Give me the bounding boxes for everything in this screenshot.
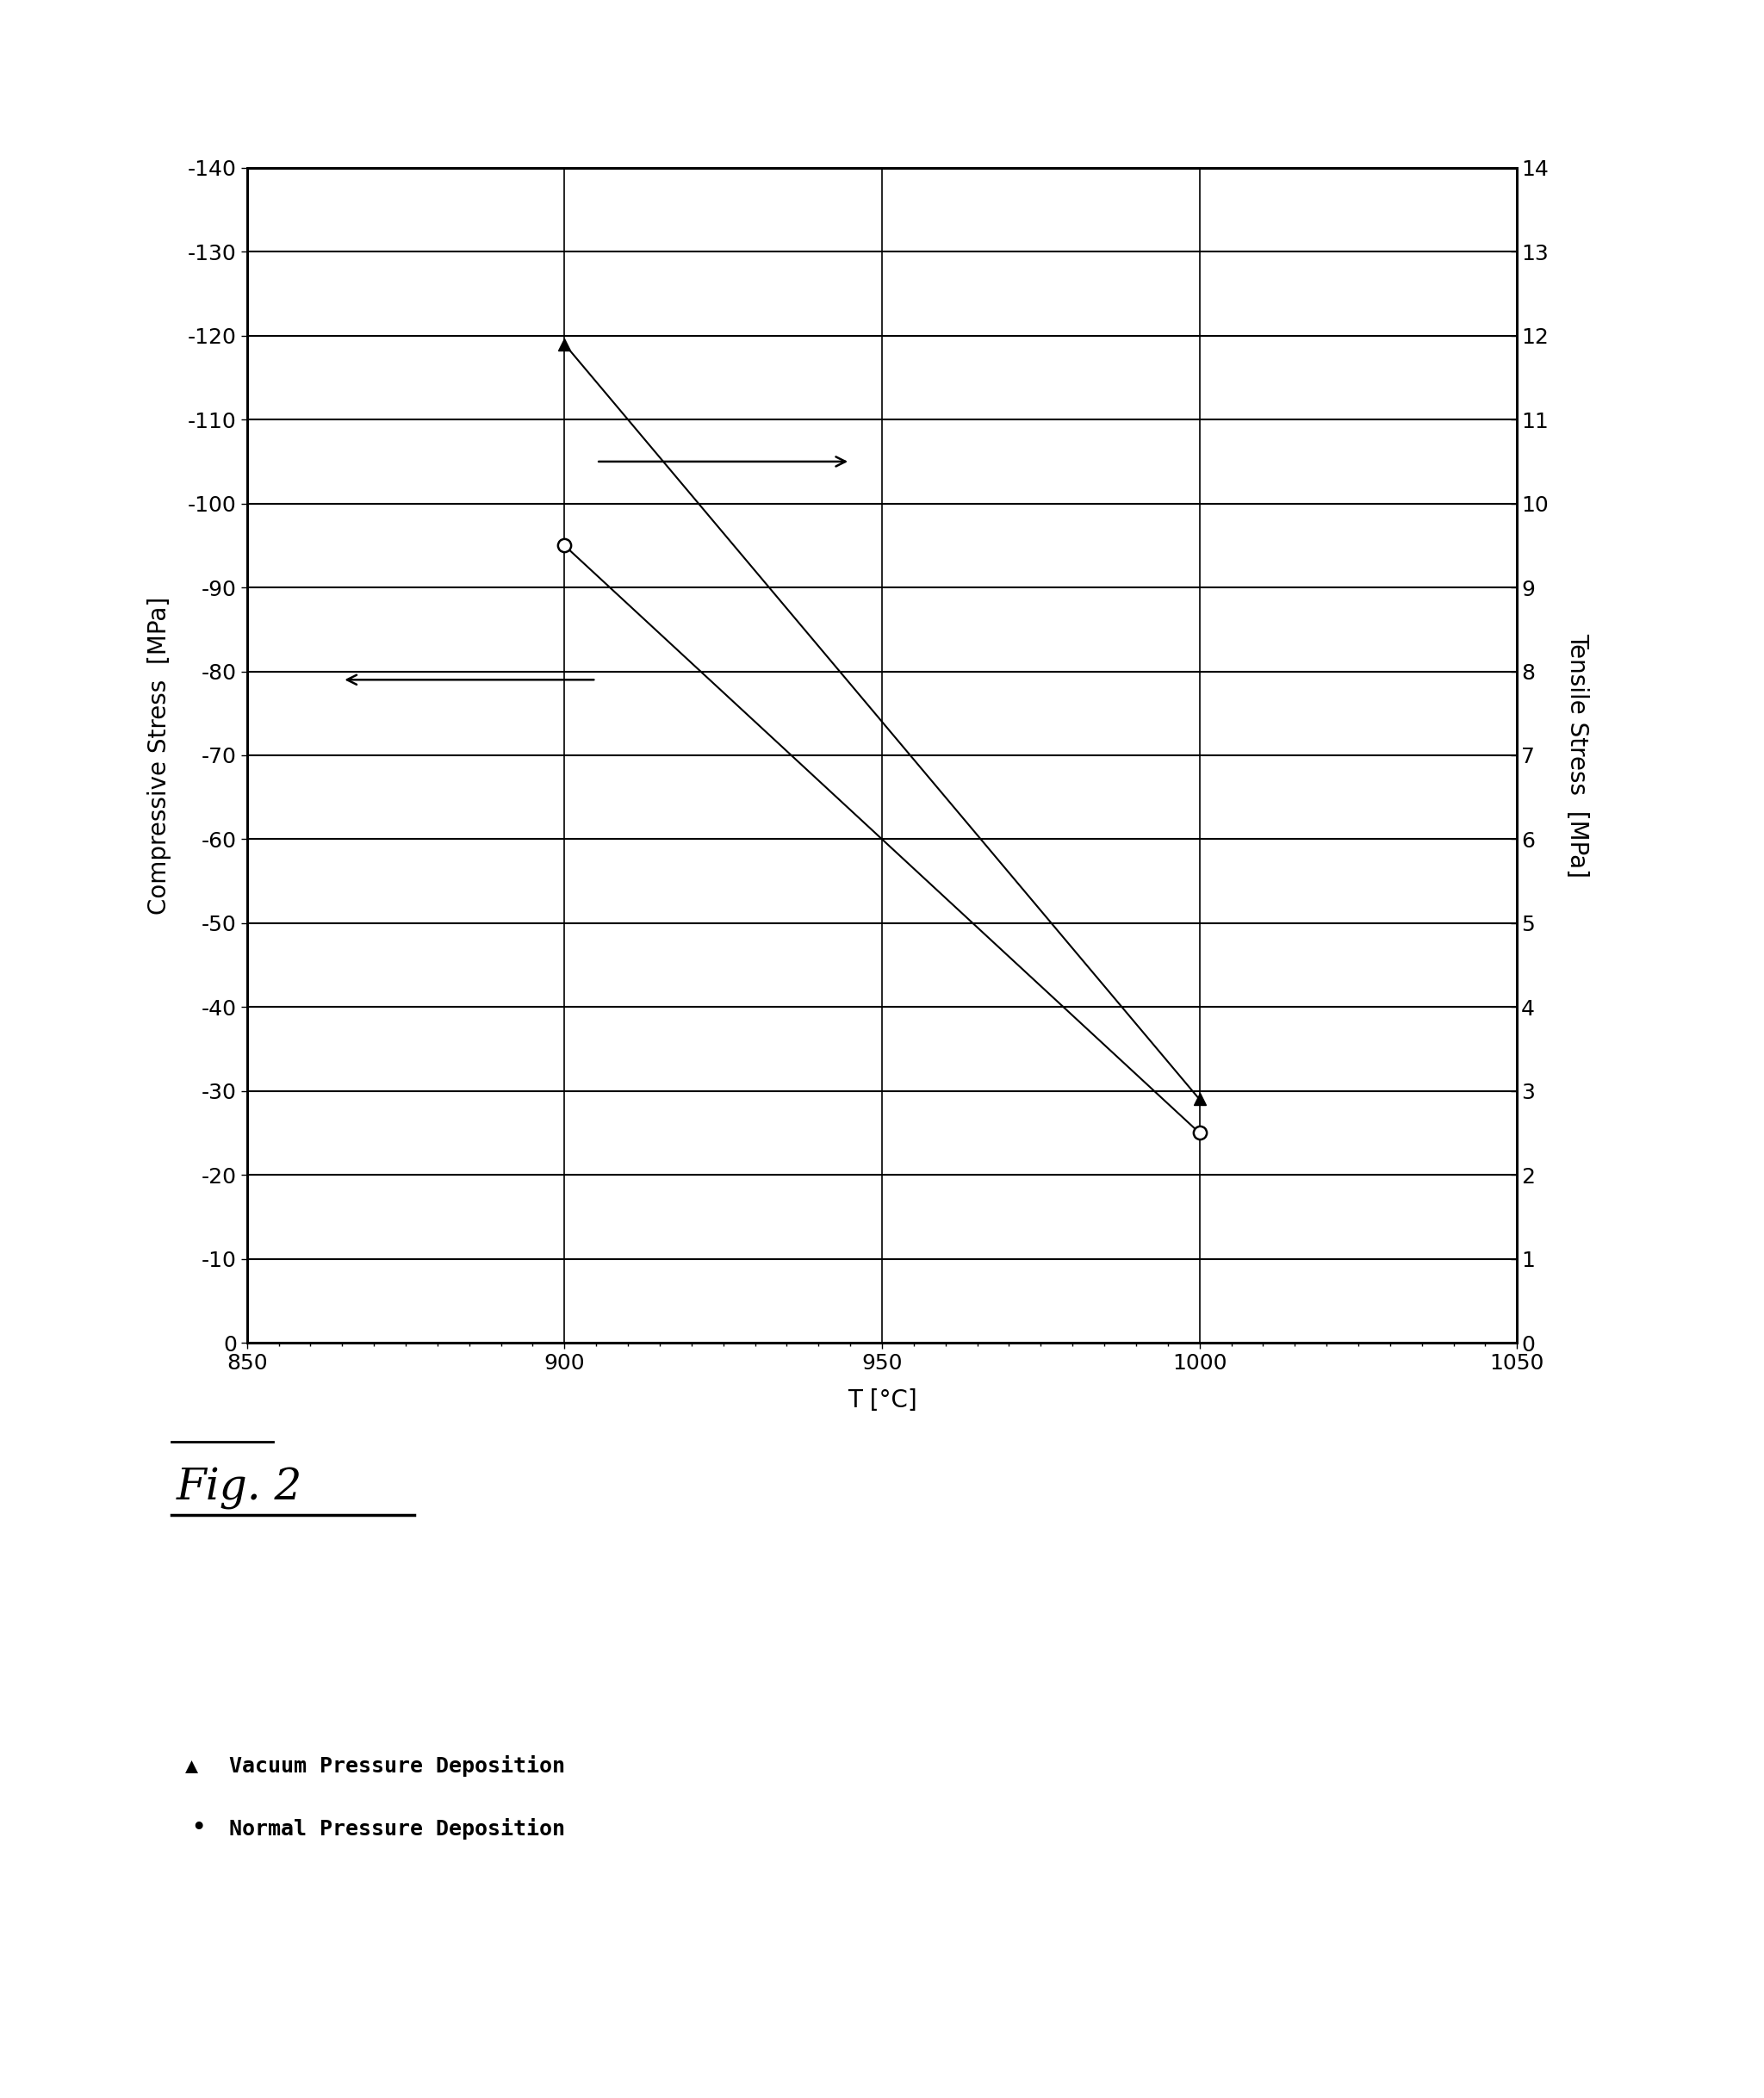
Y-axis label: Compressive Stress  [MPa]: Compressive Stress [MPa]: [146, 596, 171, 915]
Text: ▲: ▲: [185, 1756, 198, 1777]
Text: Vacuum Pressure Deposition: Vacuum Pressure Deposition: [229, 1756, 564, 1777]
Text: F̅ig. 2: F̅ig. 2: [175, 1418, 300, 1462]
Text: Normal Pressure Deposition: Normal Pressure Deposition: [229, 1819, 564, 1840]
Text: Fig. 2: Fig. 2: [176, 1467, 302, 1511]
Text: •: •: [191, 1817, 206, 1840]
Y-axis label: Tensile Stress  [MPa]: Tensile Stress [MPa]: [1565, 634, 1589, 877]
X-axis label: T [°C]: T [°C]: [847, 1389, 917, 1412]
